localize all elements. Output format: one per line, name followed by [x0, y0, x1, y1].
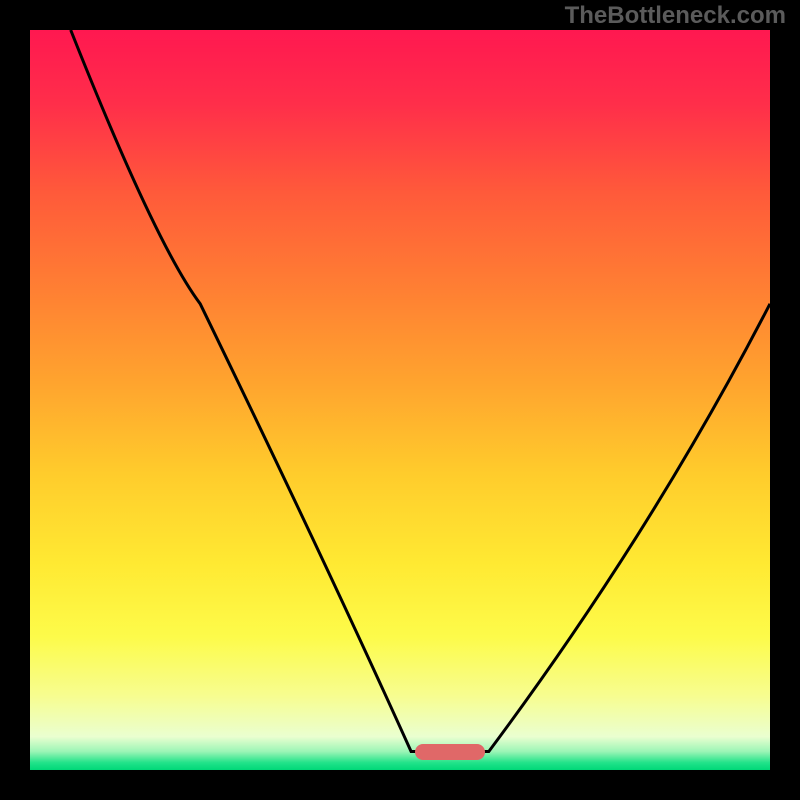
chart-canvas: TheBottleneck.com [0, 0, 800, 800]
optimum-marker [415, 744, 485, 760]
bottleneck-curve [30, 30, 770, 770]
watermark-text: TheBottleneck.com [565, 2, 786, 30]
plot-area [30, 30, 770, 770]
